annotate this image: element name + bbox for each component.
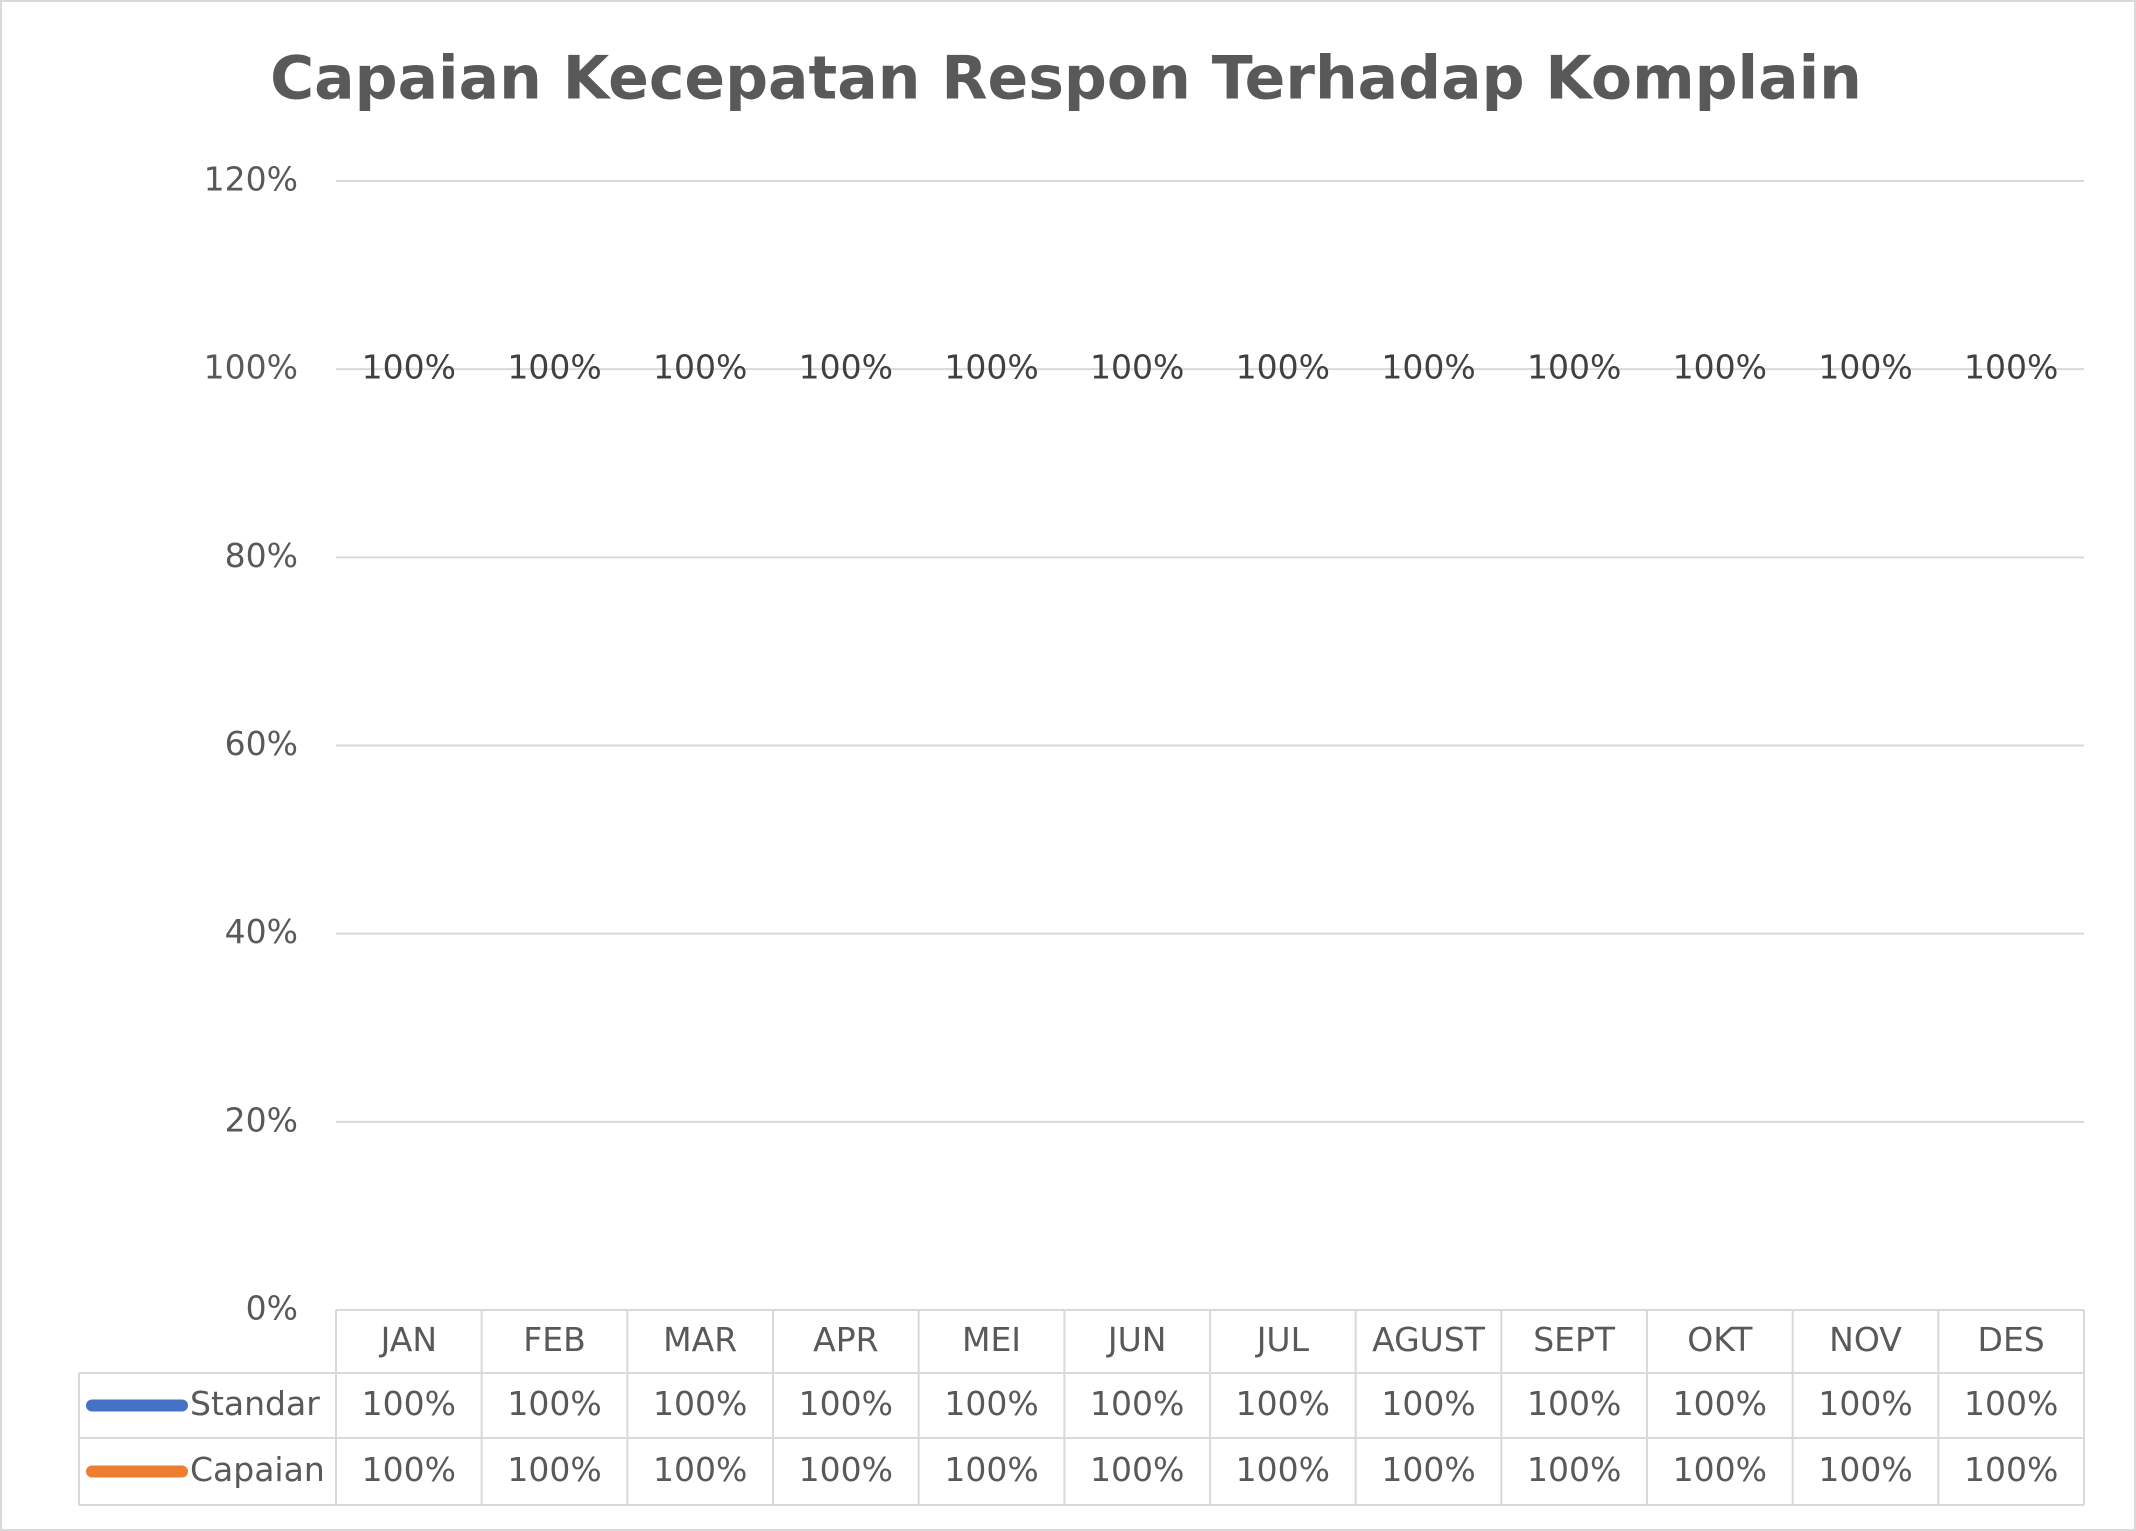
x-tick-label: MEI <box>962 1320 1021 1359</box>
y-tick-label: 0% <box>246 1289 298 1328</box>
x-tick-label: APR <box>813 1320 878 1359</box>
table-cell: 100% <box>1964 1450 2058 1489</box>
table-cell: 100% <box>1236 1384 1330 1423</box>
table-cell: 100% <box>1090 1384 1184 1423</box>
data-label: 100% <box>507 348 601 387</box>
table-cell: 100% <box>1381 1384 1475 1423</box>
y-tick-label: 40% <box>225 912 298 951</box>
table-cell: 100% <box>1673 1450 1767 1489</box>
table-cell: 100% <box>799 1384 893 1423</box>
chart-title: Capaian Kecepatan Respon Terhadap Kompla… <box>270 44 1862 114</box>
table-cell: 100% <box>944 1384 1038 1423</box>
table-cell: 100% <box>362 1384 456 1423</box>
y-tick-label: 60% <box>225 724 298 763</box>
data-label: 100% <box>1527 348 1621 387</box>
table-cell: 100% <box>507 1384 601 1423</box>
x-tick-label: SEPT <box>1533 1320 1616 1359</box>
data-label: 100% <box>1090 348 1184 387</box>
data-label: 100% <box>1236 348 1330 387</box>
x-tick-label: NOV <box>1829 1320 1902 1359</box>
table-cell: 100% <box>653 1384 747 1423</box>
table-cell: 100% <box>1236 1450 1330 1489</box>
table-cell: 100% <box>799 1450 893 1489</box>
x-tick-label: FEB <box>523 1320 585 1359</box>
y-tick-label: 120% <box>204 160 298 199</box>
table-cell: 100% <box>507 1450 601 1489</box>
data-label: 100% <box>1673 348 1767 387</box>
table-cell: 100% <box>1090 1450 1184 1489</box>
table-cell: 100% <box>653 1450 747 1489</box>
legend-label: Standar <box>190 1384 320 1423</box>
x-tick-label: JUL <box>1255 1320 1310 1359</box>
y-tick-label: 20% <box>225 1100 298 1139</box>
table-cell: 100% <box>1673 1384 1767 1423</box>
table-cell: 100% <box>1818 1450 1912 1489</box>
data-label: 100% <box>944 348 1038 387</box>
data-label: 100% <box>799 348 893 387</box>
x-tick-label: OKT <box>1687 1320 1753 1359</box>
table-cell: 100% <box>1527 1384 1621 1423</box>
data-label: 100% <box>1381 348 1475 387</box>
data-label: 100% <box>1818 348 1912 387</box>
x-tick-label: JUN <box>1106 1320 1167 1359</box>
x-tick-label: MAR <box>663 1320 737 1359</box>
data-label: 100% <box>653 348 747 387</box>
x-tick-label: JAN <box>379 1320 437 1359</box>
x-tick-label: DES <box>1978 1320 2045 1359</box>
table-cell: 100% <box>1818 1384 1912 1423</box>
table-cell: 100% <box>362 1450 456 1489</box>
table-cell: 100% <box>1381 1450 1475 1489</box>
data-label: 100% <box>362 348 456 387</box>
data-label: 100% <box>1964 348 2058 387</box>
y-tick-label: 80% <box>225 536 298 575</box>
y-tick-label: 100% <box>204 348 298 387</box>
table-cell: 100% <box>1964 1384 2058 1423</box>
x-tick-label: AGUST <box>1372 1320 1486 1359</box>
table-cell: 100% <box>944 1450 1038 1489</box>
table-cell: 100% <box>1527 1450 1621 1489</box>
legend-label: Capaian <box>190 1450 325 1489</box>
